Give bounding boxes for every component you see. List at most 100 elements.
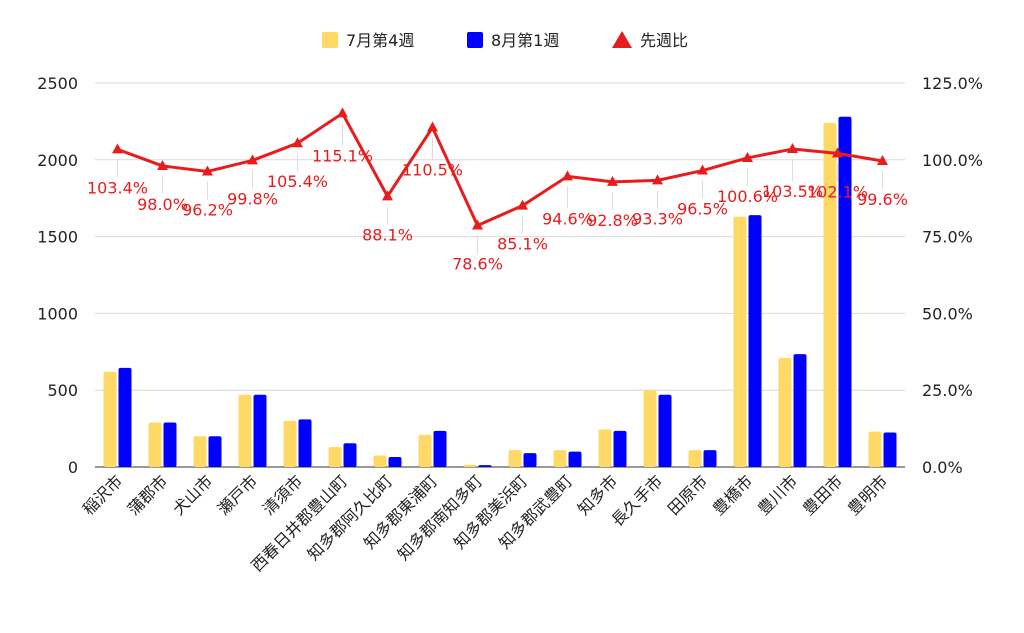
category-label-4: 瀬戸市 [214,471,261,518]
bar-2-2 [163,422,177,467]
bars [103,116,897,468]
bar-2-4 [253,394,267,467]
bar-2-1 [118,367,132,467]
ratio-data-label-10: 85.1% [497,235,548,254]
category-label-17: 豊田市 [799,471,846,518]
bar-2-11 [568,451,582,467]
right-tick-label: 25.0% [922,381,973,400]
bar-1-12 [598,429,612,467]
ratio-marker-9 [472,219,483,230]
ratio-marker-17 [832,147,843,158]
ratio-data-label-1: 103.4% [87,178,148,197]
bar-2-12 [613,430,627,467]
bar-2-15 [748,215,762,467]
left-tick-label: 2500 [37,74,78,93]
bar-1-16 [778,357,792,467]
bar-2-6 [343,443,357,467]
ratio-marker-7 [382,190,393,201]
ratio-marker-10 [517,199,528,210]
bar-1-15 [733,216,747,467]
ratio-data-label-9: 78.6% [452,255,503,274]
category-label-18: 豊明市 [844,471,891,518]
legend-label-series-3: 先週比 [640,31,688,50]
ratio-data-label-15: 100.6% [717,187,778,206]
bar-1-9 [463,464,477,467]
ratio-marker-12 [607,175,618,186]
legend-swatch-series-3 [612,31,632,48]
ratio-marker-13 [652,174,663,185]
legend-swatch-series-1 [322,32,338,48]
ratio-data-label-2: 98.0% [137,195,188,214]
bar-1-2 [148,422,162,467]
category-label-1: 稲沢市 [79,471,126,518]
ratio-marker-18 [877,155,888,166]
ratio-data-label-11: 94.6% [542,209,593,228]
right-tick-label: 100.0% [922,151,983,170]
left-tick-label: 1000 [37,304,78,323]
bar-2-3 [208,436,222,467]
ratio-marker-1 [112,143,123,154]
ratio-data-label-18: 99.6% [857,190,908,209]
right-y-axis: 0.0% 25.0% 50.0% 75.0% 100.0% 125.0% [922,74,983,477]
ratio-marker-8 [427,121,438,132]
ratio-marker-16 [787,143,798,154]
ratio-data-label-4: 99.8% [227,189,278,208]
ratio-data-label-12: 92.8% [587,211,638,230]
ratio-marker-2 [157,159,168,170]
bar-1-17 [823,122,837,467]
bar-1-5 [283,420,297,467]
bar-1-6 [328,447,342,467]
bar-1-14 [688,450,702,467]
ratio-data-label-16: 103.5% [762,182,823,201]
ratio-data-label-6: 115.1% [312,146,373,165]
category-label-2: 蒲郡市 [124,471,171,518]
left-tick-label: 500 [47,381,78,400]
bar-2-9 [478,465,492,467]
left-tick-label: 0 [68,458,78,477]
bar-1-10 [508,450,522,467]
ratio-marker-5 [292,137,303,148]
grid-lines [95,82,905,468]
right-tick-label: 75.0% [922,228,973,247]
bar-2-10 [523,453,537,467]
bar-1-8 [418,434,432,467]
bar-2-8 [433,430,447,467]
bar-1-18 [868,431,882,467]
ratio-marker-6 [337,107,348,118]
ratio-data-label-13: 93.3% [632,209,683,228]
bar-2-13 [658,394,672,467]
bar-2-18 [883,432,897,467]
left-tick-label: 1500 [37,228,78,247]
category-labels: 稲沢市蒲郡市犬山市瀬戸市清須市西春日井郡豊山町知多郡阿久比町知多郡東浦町知多郡南… [79,471,891,575]
ratio-data-label-5: 105.4% [267,172,328,191]
bar-2-16 [793,354,807,467]
ratio-data-label-7: 88.1% [362,225,413,244]
legend-swatch-series-2 [467,32,483,48]
ratio-line: 103.4%98.0%96.2%99.8%105.4% 115.1% 88.1% 11… [87,107,908,274]
category-label-14: 田原市 [664,471,711,518]
bar-2-14 [703,450,717,467]
ratio-marker-15 [742,151,753,162]
bar-1-11 [553,450,567,467]
ratio-data-label-14: 96.5% [677,200,728,219]
legend: 7月第4週 8月第1週 先週比 [322,31,688,50]
category-label-15: 豊橋市 [709,471,756,518]
ratio-marker-4 [247,154,258,165]
legend-label-series-1: 7月第4週 [346,31,414,50]
ratio-data-label-3: 96.2% [182,200,233,219]
bar-1-13 [643,390,657,467]
ratio-data-label-17: 102.1% [807,182,868,201]
bar-2-5 [298,419,312,467]
bar-1-4 [238,394,252,467]
ratio-data-label-8: 110.5% [402,161,463,180]
category-label-16: 豊川市 [754,471,801,518]
right-tick-label: 125.0% [922,74,983,93]
bar-1-3 [193,436,207,467]
ratio-line-path [116,111,883,228]
bar-1-7 [373,455,387,467]
ratio-marker-11 [562,170,573,181]
legend-label-series-2: 8月第1週 [491,31,559,50]
left-y-axis: 0 500 1000 1500 2000 2500 [37,74,78,477]
category-label-3: 犬山市 [169,471,216,518]
